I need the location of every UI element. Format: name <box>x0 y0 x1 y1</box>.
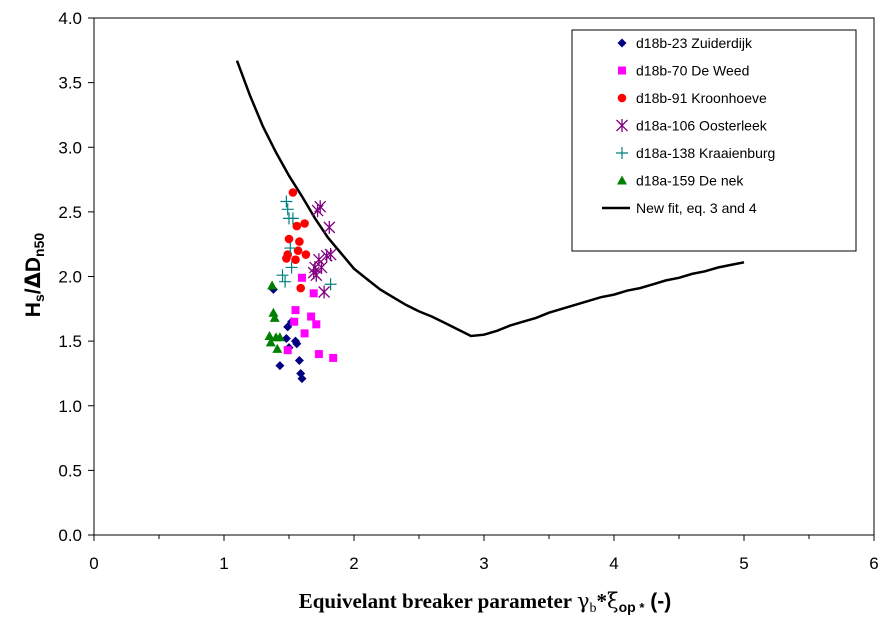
series-group <box>277 196 337 291</box>
data-point <box>319 286 330 299</box>
x-axis: 0 1 2 3 4 5 6 <box>89 535 878 573</box>
y-tick-label: 2.0 <box>58 268 82 287</box>
data-point <box>285 235 294 244</box>
data-point <box>311 269 322 282</box>
data-point <box>280 196 292 208</box>
legend-label: d18a-106 Oosterleek <box>636 118 768 134</box>
legend-marker <box>618 67 626 75</box>
data-point <box>316 261 327 274</box>
data-point <box>298 274 306 282</box>
data-points-layer <box>265 188 338 383</box>
x-tick-label: 4 <box>609 554 618 573</box>
data-point <box>284 346 292 354</box>
y-tick-label: 3.5 <box>58 74 82 93</box>
x-tick-label: 5 <box>739 554 748 573</box>
data-point <box>293 222 302 231</box>
y-tick-label: 4.0 <box>58 9 82 28</box>
legend: d18b-23 Zuiderdijk d18b-70 De Weed d18b-91… <box>572 30 856 251</box>
legend-label: d18b-70 De Weed <box>636 63 749 79</box>
data-point <box>290 318 298 326</box>
y-tick-label: 0.5 <box>58 461 82 480</box>
data-point <box>302 250 311 259</box>
data-point <box>300 219 309 228</box>
data-point <box>267 281 277 290</box>
legend-label: d18a-138 Kraaienburg <box>636 145 775 161</box>
y-tick-label: 1.5 <box>58 332 82 351</box>
data-point <box>275 361 284 370</box>
x-axis-title: Equivelant breaker parameter γb*ξop * (-… <box>299 589 671 616</box>
x-tick-label: 3 <box>479 554 488 573</box>
data-point <box>295 237 304 246</box>
legend-label: d18b-91 Kroonhoeve <box>636 90 767 106</box>
data-point <box>292 306 300 314</box>
legend-marker <box>618 94 627 103</box>
data-point <box>295 356 304 365</box>
y-tick-label: 1.0 <box>58 397 82 416</box>
x-tick-label: 6 <box>869 554 878 573</box>
data-point <box>324 221 335 234</box>
data-point <box>307 313 315 321</box>
x-tick-label: 1 <box>219 554 228 573</box>
data-point <box>315 350 323 358</box>
data-point <box>315 200 326 213</box>
data-point <box>291 255 300 264</box>
data-point <box>277 269 289 281</box>
data-point <box>301 329 309 337</box>
data-point <box>282 203 294 215</box>
data-point <box>329 354 337 362</box>
data-point <box>289 188 298 197</box>
legend-label: d18b-23 Zuiderdijk <box>636 35 753 51</box>
y-axis-title: Hs/ΔDn50 <box>21 233 47 318</box>
data-point <box>310 289 318 297</box>
legend-label: d18a-159 De nek <box>636 173 744 189</box>
data-point <box>325 278 337 290</box>
data-point <box>279 276 291 288</box>
data-point <box>296 284 305 293</box>
y-tick-label: 2.5 <box>58 203 82 222</box>
y-tick-label: 3.0 <box>58 138 82 157</box>
y-axis: 0.0 0.5 1.0 1.5 2.0 2.5 3.0 3.5 4.0 <box>58 9 94 545</box>
x-tick-label: 2 <box>349 554 358 573</box>
y-tick-label: 0.0 <box>58 526 82 545</box>
legend-label: New fit, eq. 3 and 4 <box>636 200 757 216</box>
x-tick-label: 0 <box>89 554 98 573</box>
data-point <box>312 320 320 328</box>
